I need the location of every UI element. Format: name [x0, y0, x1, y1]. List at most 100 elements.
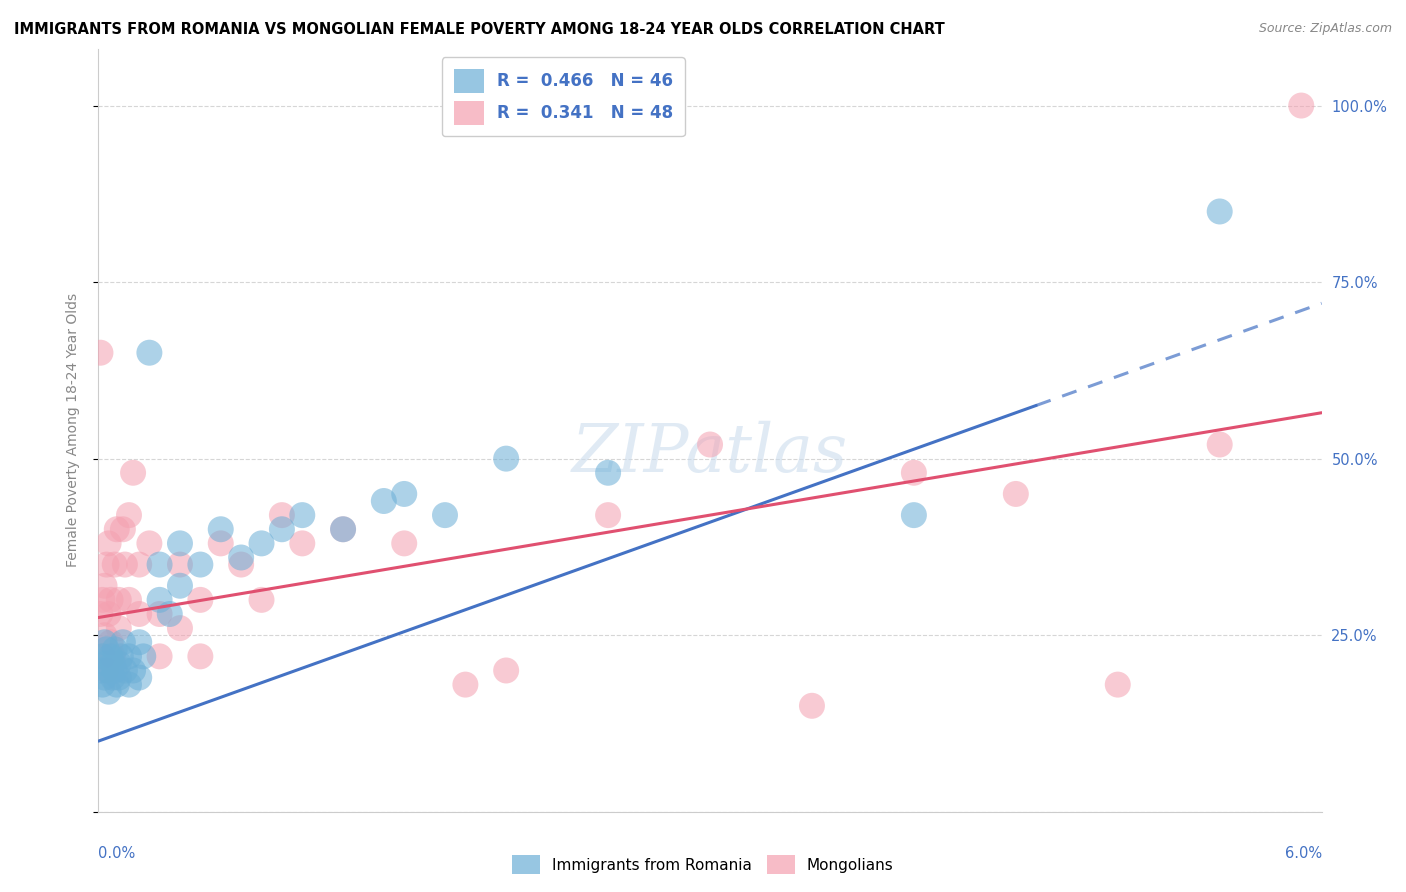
Point — [1004, 487, 1026, 501]
Point — [118, 593, 141, 607]
Point — [101, 649, 124, 664]
Point — [97, 664, 120, 678]
Point — [93, 635, 115, 649]
Point — [149, 607, 172, 621]
Point — [89, 345, 111, 359]
Point — [93, 671, 115, 685]
Point — [114, 664, 136, 678]
Point — [250, 593, 273, 607]
Point — [332, 522, 354, 536]
Point — [100, 593, 122, 607]
Point — [270, 508, 292, 523]
Point — [93, 628, 115, 642]
Point — [108, 593, 131, 607]
Point — [101, 671, 124, 685]
Point — [392, 536, 416, 550]
Point — [114, 558, 136, 572]
Text: IMMIGRANTS FROM ROMANIA VS MONGOLIAN FEMALE POVERTY AMONG 18-24 YEAR OLDS CORREL: IMMIGRANTS FROM ROMANIA VS MONGOLIAN FEM… — [14, 22, 945, 37]
Point — [138, 536, 160, 550]
Point — [128, 671, 150, 685]
Point — [128, 558, 150, 572]
Point — [100, 635, 122, 649]
Point — [188, 649, 212, 664]
Point — [105, 522, 128, 536]
Point — [110, 649, 132, 664]
Point — [91, 649, 114, 664]
Point — [91, 593, 114, 607]
Point — [89, 664, 111, 678]
Legend: Immigrants from Romania, Mongolians: Immigrants from Romania, Mongolians — [506, 849, 900, 880]
Point — [96, 664, 118, 678]
Text: Source: ZipAtlas.com: Source: ZipAtlas.com — [1258, 22, 1392, 36]
Point — [231, 550, 253, 565]
Point — [96, 558, 118, 572]
Point — [169, 558, 191, 572]
Point — [188, 593, 212, 607]
Point — [89, 607, 111, 621]
Y-axis label: Female Poverty Among 18-24 Year Olds: Female Poverty Among 18-24 Year Olds — [66, 293, 80, 567]
Point — [111, 635, 134, 649]
Point — [128, 607, 150, 621]
Point — [149, 649, 172, 664]
Point — [598, 466, 620, 480]
Point — [495, 451, 517, 466]
Point — [97, 684, 120, 698]
Point — [1107, 678, 1129, 692]
Point — [93, 579, 115, 593]
Point — [169, 579, 191, 593]
Point — [104, 642, 127, 657]
Point — [332, 522, 354, 536]
Point — [291, 536, 314, 550]
Point — [118, 508, 141, 523]
Point — [495, 664, 517, 678]
Point — [392, 487, 416, 501]
Point — [1289, 98, 1312, 112]
Point — [122, 664, 145, 678]
Point — [108, 621, 131, 635]
Point — [454, 678, 477, 692]
Point — [104, 664, 127, 678]
Point — [903, 508, 925, 523]
Point — [108, 671, 131, 685]
Point — [373, 494, 395, 508]
Point — [108, 657, 131, 671]
Point — [699, 437, 721, 451]
Text: 6.0%: 6.0% — [1285, 846, 1322, 861]
Point — [169, 536, 191, 550]
Point — [101, 657, 124, 671]
Point — [97, 536, 120, 550]
Point — [118, 649, 141, 664]
Point — [433, 508, 456, 523]
Text: 0.0%: 0.0% — [98, 846, 135, 861]
Point — [91, 649, 114, 664]
Point — [91, 678, 114, 692]
Point — [169, 621, 191, 635]
Point — [231, 558, 253, 572]
Point — [104, 558, 127, 572]
Point — [122, 466, 145, 480]
Point — [97, 607, 120, 621]
Point — [96, 657, 118, 671]
Point — [105, 678, 128, 692]
Point — [159, 607, 181, 621]
Point — [188, 558, 212, 572]
Point — [96, 642, 118, 657]
Point — [111, 522, 134, 536]
Point — [209, 522, 232, 536]
Text: ZIPatlas: ZIPatlas — [572, 421, 848, 486]
Point — [209, 536, 232, 550]
Point — [149, 558, 172, 572]
Point — [903, 466, 925, 480]
Point — [100, 649, 122, 664]
Point — [132, 649, 155, 664]
Point — [128, 635, 150, 649]
Point — [138, 345, 160, 359]
Point — [598, 508, 620, 523]
Point — [1208, 437, 1232, 451]
Point — [291, 508, 314, 523]
Point — [270, 522, 292, 536]
Point — [149, 593, 172, 607]
Legend: R =  0.466   N = 46, R =  0.341   N = 48: R = 0.466 N = 46, R = 0.341 N = 48 — [441, 57, 685, 136]
Point — [1208, 204, 1232, 219]
Point — [801, 698, 824, 713]
